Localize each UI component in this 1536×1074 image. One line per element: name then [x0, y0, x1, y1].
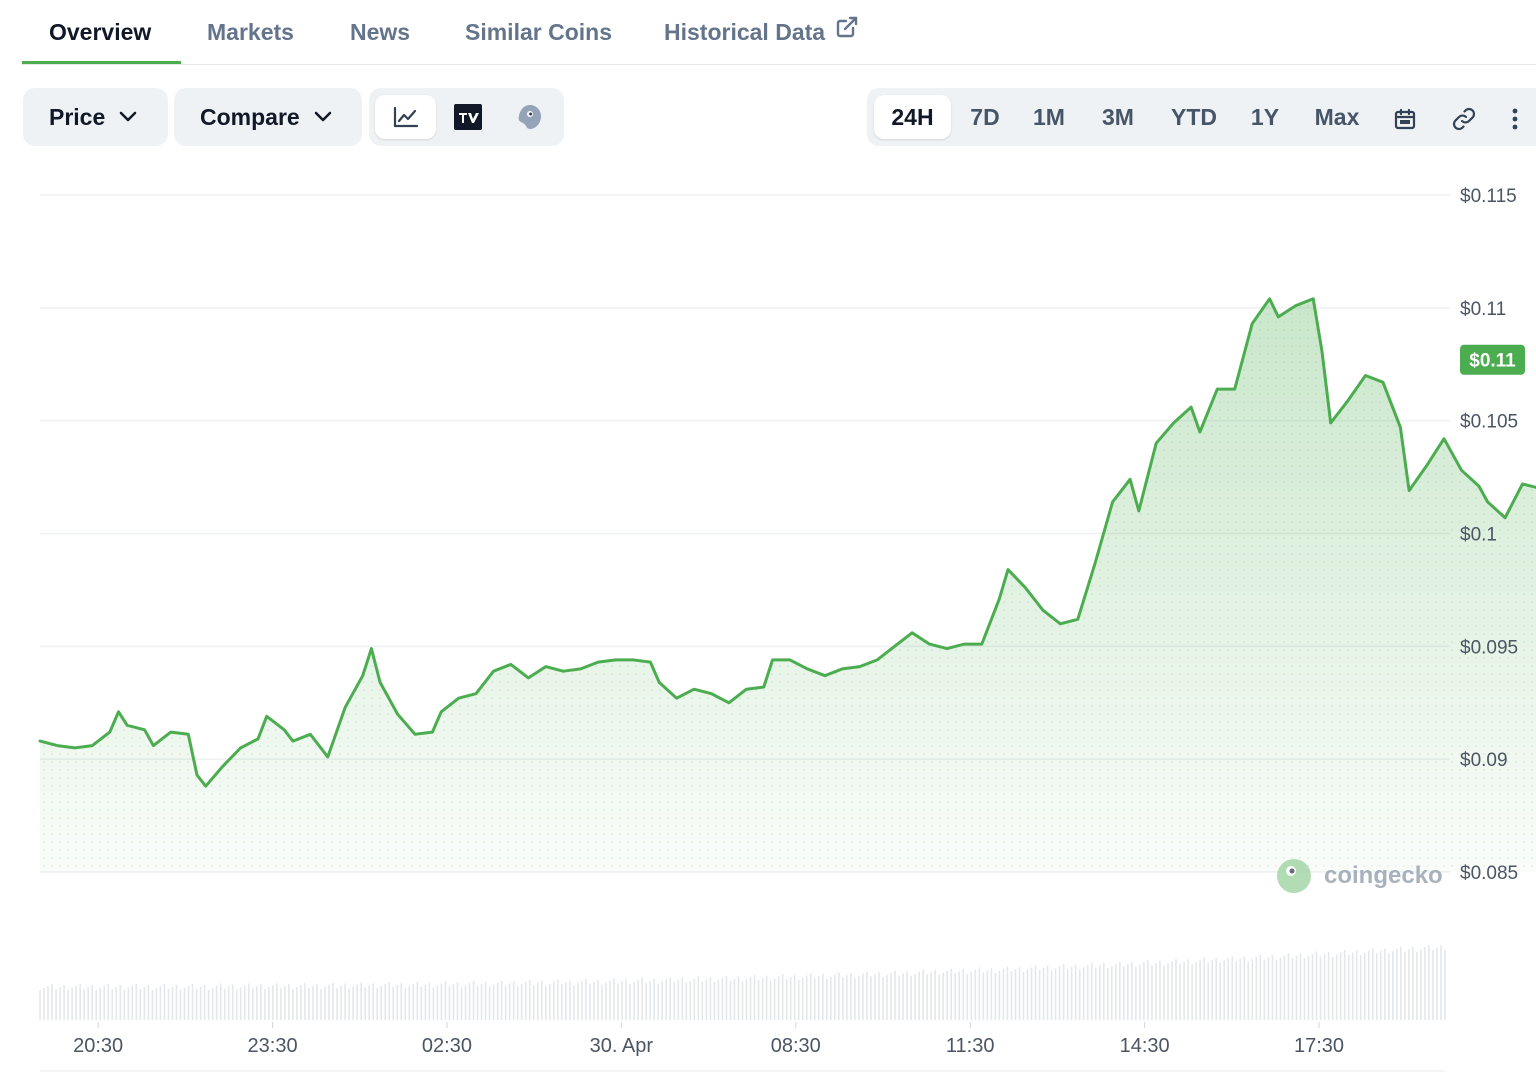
- range-1m-button[interactable]: 1M: [1033, 104, 1065, 130]
- y-tick-label: $0.115: [1460, 186, 1517, 207]
- y-tick-label: $0.09: [1460, 750, 1508, 771]
- line-chart-icon: [393, 106, 418, 128]
- tradingview-button[interactable]: [437, 95, 498, 139]
- chart-mode-toggle: [369, 88, 564, 146]
- volume-bars: [39, 944, 1446, 1020]
- x-tick-label: 08:30: [771, 1035, 821, 1057]
- tab-historical-data-label: Historical Data: [664, 19, 826, 45]
- x-tick-label: 02:30: [422, 1035, 472, 1057]
- share-link-button[interactable]: [1439, 95, 1489, 139]
- more-options-button[interactable]: [1497, 95, 1533, 139]
- tab-markets[interactable]: Markets: [207, 19, 294, 45]
- x-tick-label: 30. Apr: [590, 1035, 654, 1057]
- range-3m-button[interactable]: 3M: [1102, 104, 1134, 130]
- tab-news[interactable]: News: [350, 19, 411, 45]
- tradingview-icon: [453, 104, 482, 130]
- x-tick-label: 20:30: [73, 1035, 123, 1057]
- y-axis: $0.115 $0.11 $0.105 $0.1 $0.095 $0.09 $0.085: [1460, 186, 1518, 884]
- x-tick-label: 23:30: [248, 1035, 298, 1057]
- coingecko-logo-icon: [1277, 859, 1311, 893]
- external-link-icon: [835, 0, 859, 63]
- y-tick-label: $0.105: [1460, 412, 1518, 433]
- chevron-down-icon: [120, 111, 137, 122]
- y-tick-label: $0.095: [1460, 637, 1518, 658]
- price-dropdown-label: Price: [49, 103, 106, 130]
- range-max-button[interactable]: Max: [1314, 104, 1360, 130]
- current-price-badge-text: $0.11: [1469, 351, 1516, 372]
- calendar-icon: [1394, 108, 1416, 130]
- price-area-pattern: [40, 298, 1536, 872]
- x-tick-label: 11:30: [946, 1035, 995, 1057]
- coingecko-watermark-text: coingecko: [1324, 862, 1443, 889]
- range-ytd-button[interactable]: YTD: [1171, 104, 1217, 130]
- y-tick-label: $0.11: [1460, 299, 1506, 320]
- more-icon: [1512, 108, 1518, 130]
- current-price-marker: $0.11: [1460, 344, 1525, 375]
- line-chart-button[interactable]: [375, 95, 436, 139]
- compare-dropdown-label: Compare: [200, 103, 300, 130]
- active-tab-indicator: [22, 61, 181, 64]
- y-tick-label: $0.1: [1460, 525, 1497, 546]
- x-tick-label: 17:30: [1294, 1035, 1344, 1057]
- range-1y-button[interactable]: 1Y: [1250, 104, 1280, 130]
- range-7d-button[interactable]: 7D: [970, 104, 1000, 130]
- gecko-chart-button[interactable]: [499, 95, 560, 139]
- x-tick-label: 14:30: [1120, 1035, 1170, 1057]
- price-dropdown[interactable]: Price: [23, 88, 168, 146]
- y-tick-label: $0.085: [1460, 863, 1518, 884]
- tab-bar: Overview Markets News Similar Coins Hist…: [22, 0, 1536, 65]
- x-axis: 20:30 23:30 02:30 30. Apr 08:30 11:30 14:30 17:…: [40, 1022, 1445, 1072]
- coingecko-watermark: coingecko: [1277, 859, 1443, 893]
- time-range-selector: 24H 7D 1M 3M YTD 1Y Max: [867, 88, 1536, 146]
- calendar-button[interactable]: [1381, 95, 1429, 139]
- link-icon: [1452, 107, 1476, 131]
- tab-overview[interactable]: Overview: [49, 19, 152, 45]
- price-chart[interactable]: $0.115 $0.11 $0.105 $0.1 $0.095 $0.09 $0.085 2…: [0, 150, 1536, 1074]
- current-price-badge: [1460, 344, 1525, 375]
- chevron-down-icon: [314, 111, 331, 122]
- compare-dropdown[interactable]: Compare: [174, 88, 362, 146]
- tab-historical-data[interactable]: Historical Data: [664, 0, 859, 63]
- gecko-icon: [518, 105, 541, 129]
- range-24h-button[interactable]: 24H: [874, 95, 951, 139]
- tab-similar-coins[interactable]: Similar Coins: [465, 19, 612, 45]
